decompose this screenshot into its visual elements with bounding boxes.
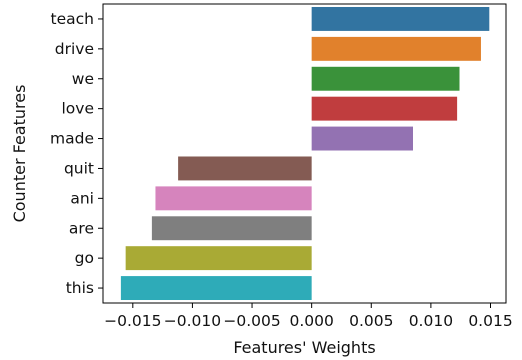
y-tick-label: quit bbox=[64, 159, 94, 177]
y-tick-label: go bbox=[75, 249, 94, 267]
y-tick-label: we bbox=[72, 70, 94, 88]
y-tick-label: ani bbox=[70, 189, 94, 207]
x-tick-label: −0.010 bbox=[164, 312, 221, 330]
x-tick-label: −0.015 bbox=[104, 312, 161, 330]
bars-group bbox=[120, 6, 490, 301]
y-axis-ticks: teach drive we love made quit ani are go this bbox=[50, 10, 103, 297]
y-tick-label: drive bbox=[55, 40, 94, 58]
y-tick-label: made bbox=[50, 130, 94, 148]
x-axis-label: Features' Weights bbox=[233, 338, 375, 357]
y-tick-label: teach bbox=[51, 10, 94, 28]
bar-love bbox=[311, 96, 458, 121]
x-tick-label: 0.000 bbox=[289, 312, 333, 330]
bar-we bbox=[311, 66, 460, 91]
x-tick-label: 0.010 bbox=[409, 312, 453, 330]
bar-teach bbox=[311, 6, 490, 31]
bar-go bbox=[125, 246, 312, 271]
y-tick-label: are bbox=[69, 219, 94, 237]
bar-this bbox=[120, 276, 312, 301]
bar-made bbox=[311, 126, 413, 151]
bar-drive bbox=[311, 36, 481, 61]
x-tick-label: −0.005 bbox=[223, 312, 280, 330]
bar-ani bbox=[155, 186, 312, 211]
y-tick-label: this bbox=[66, 279, 94, 297]
y-axis-label: Counter Features bbox=[10, 85, 29, 223]
bar-are bbox=[151, 216, 312, 241]
plot-frame bbox=[102, 3, 507, 304]
y-tick-label: love bbox=[62, 100, 95, 118]
x-tick-label: 0.015 bbox=[468, 312, 512, 330]
x-tick-label: 0.005 bbox=[349, 312, 393, 330]
bar-quit bbox=[178, 156, 312, 181]
x-axis-ticks: −0.015 −0.010 −0.005 0.000 0.005 0.010 0.015 bbox=[104, 303, 513, 330]
